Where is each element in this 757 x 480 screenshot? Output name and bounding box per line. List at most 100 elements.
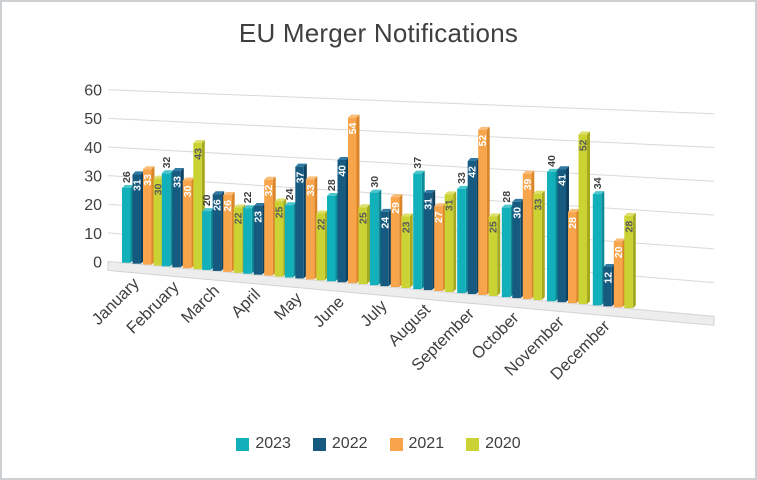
bar-value-label: 20: [613, 246, 625, 258]
bar-value-label: 52: [578, 139, 590, 151]
bar-value-label: 22: [315, 218, 327, 230]
bar-2020-may: 22: [315, 210, 328, 281]
bar-front-face: [253, 205, 263, 275]
bar-top-face: [143, 166, 155, 170]
bar-side-face: [632, 212, 636, 309]
bar-top-face: [401, 213, 413, 217]
bar-front-face: [233, 207, 243, 273]
bar-2022-june: 40: [337, 156, 349, 283]
bar-2023-august: 37: [412, 157, 425, 290]
bar-2020-september: 25: [488, 213, 501, 296]
x-axis-label-march: March: [178, 282, 223, 327]
bar-top-face: [413, 170, 425, 174]
legend-swatch-2020: [466, 437, 480, 451]
bar-value-label: 23: [400, 221, 412, 233]
bar-2020-december: 28: [623, 212, 636, 309]
bar-value-label: 37: [412, 157, 424, 169]
bar-top-face: [358, 204, 370, 208]
chart-title: EU Merger Notifications: [238, 18, 519, 48]
legend-item-2023: 2023: [236, 435, 291, 453]
bar-value-label: 33: [532, 198, 544, 210]
bar-front-face: [274, 201, 284, 277]
bar-2021-april: 32: [263, 176, 276, 276]
bar-front-face: [568, 212, 577, 304]
gridline-40: [107, 146, 715, 182]
bar-value-label: 22: [233, 212, 245, 224]
bar-front-face: [337, 159, 346, 283]
bar-front-face: [193, 143, 202, 270]
bar-value-label: 29: [390, 202, 402, 214]
bar-value-label: 26: [212, 199, 224, 211]
bar-front-face: [369, 192, 379, 286]
bar-top-face: [202, 208, 214, 212]
bar-top-face: [478, 126, 490, 130]
bar-front-face: [264, 179, 273, 276]
bar-value-label: 33: [456, 172, 468, 184]
bar-front-face: [467, 161, 477, 295]
bar-value-label: 26: [222, 200, 234, 212]
bar-top-face: [488, 213, 501, 217]
bar-top-face: [172, 168, 184, 172]
bar-2021-october: 39: [522, 170, 535, 300]
bar-2022-may: 37: [294, 163, 307, 279]
bar-value-label: 24: [284, 188, 296, 200]
bar-2023-october: 28: [501, 191, 514, 298]
bar-value-label: 41: [557, 174, 569, 186]
bar-top-face: [557, 166, 569, 170]
bar-value-label: 12: [602, 272, 614, 284]
bar-front-face: [153, 178, 162, 266]
bar-2020-june: 25: [358, 204, 370, 285]
bar-value-label: 34: [592, 177, 604, 189]
bar-2022-february: 33: [171, 168, 184, 268]
y-axis-label-50: 50: [84, 111, 102, 128]
bar-top-face: [547, 168, 559, 172]
legend-label: 2023: [255, 435, 291, 452]
bar-2022-october: 30: [511, 198, 524, 299]
bar-2023-february: 32: [161, 156, 174, 267]
bar-front-face: [305, 179, 315, 280]
bar-2023-september: 33: [456, 172, 469, 294]
bar-value-label: 25: [274, 206, 286, 218]
bar-value-label: 31: [132, 179, 144, 191]
legend-item-2022: 2022: [312, 435, 368, 453]
y-axis-label-40: 40: [84, 140, 102, 157]
bar-2023-december: 34: [592, 177, 605, 306]
bar-value-label: 24: [379, 217, 391, 229]
bar-value-label: 37: [294, 172, 306, 184]
bar-value-label: 33: [142, 174, 154, 186]
bar-value-label: 30: [369, 176, 381, 188]
bar-2020-april: 25: [274, 198, 287, 277]
bar-front-face: [316, 213, 325, 281]
bar-2022-december: 12: [602, 263, 615, 307]
bar-2021-june: 54: [347, 114, 360, 284]
bar-front-face: [243, 208, 252, 274]
bar-front-face: [284, 205, 294, 278]
legend-label: 2022: [331, 435, 368, 452]
bar-top-face: [316, 210, 328, 214]
bar-value-label: 28: [567, 217, 579, 229]
bar-top-face: [603, 263, 615, 267]
bar-top-face: [522, 170, 535, 174]
bar-value-label: 39: [522, 179, 534, 191]
bar-top-face: [390, 194, 403, 198]
bar-front-face: [533, 193, 542, 300]
bar-front-face: [327, 195, 336, 282]
bar-value-label: 43: [192, 148, 204, 160]
bar-2020-august: 31: [444, 191, 457, 292]
bar-top-face: [512, 198, 524, 202]
bar-side-face: [453, 191, 457, 292]
bar-value-label: 26: [121, 171, 133, 183]
y-axis-label-10: 10: [84, 226, 102, 243]
bar-value-label: 30: [511, 207, 523, 219]
bar-top-face: [233, 204, 246, 208]
bar-top-face: [284, 202, 297, 206]
bar-top-face: [369, 189, 382, 193]
bar-side-face: [497, 213, 501, 296]
bar-value-label: 30: [153, 183, 165, 195]
bar-top-face: [578, 131, 590, 135]
bar-front-face: [212, 194, 222, 271]
bar-front-face: [380, 211, 389, 287]
bar-value-label: 40: [337, 165, 349, 177]
bar-front-face: [423, 193, 433, 291]
